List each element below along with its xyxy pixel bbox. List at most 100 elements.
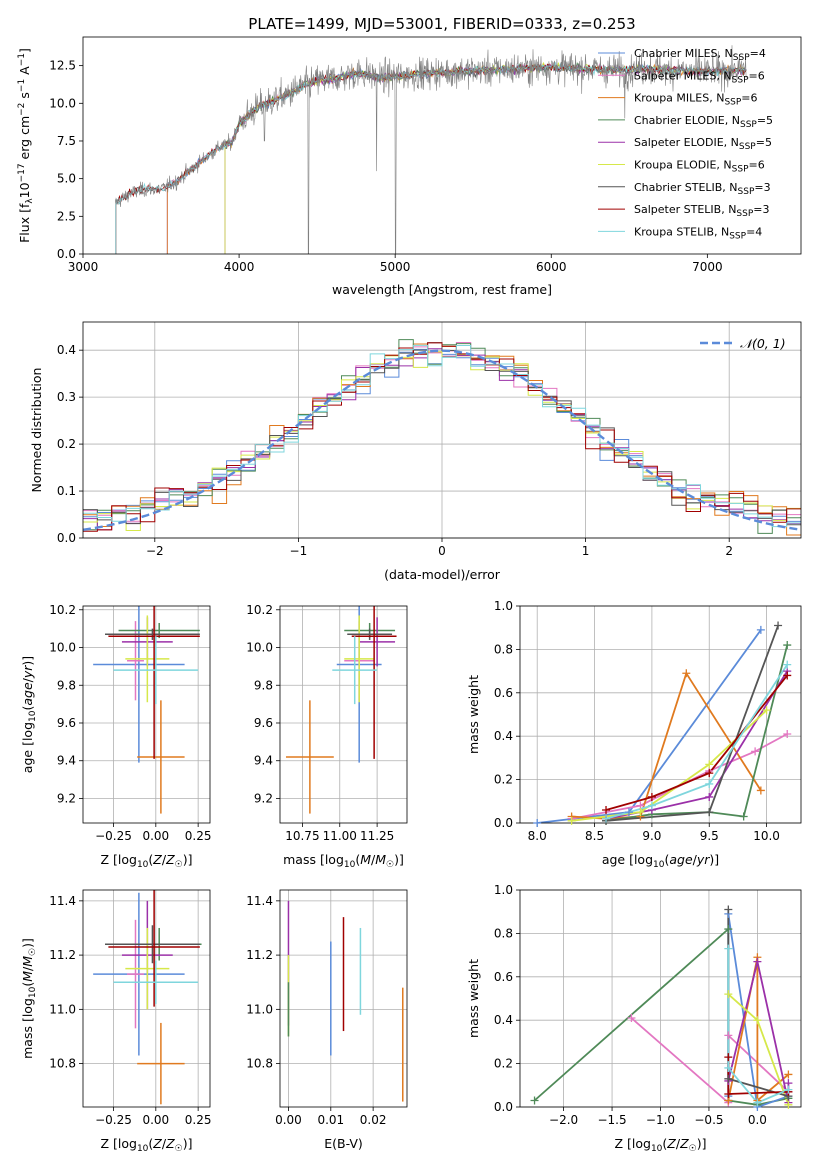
x-axis-label-part: Z bbox=[165, 1136, 175, 1151]
mass-weight-line bbox=[727, 957, 789, 1103]
data-point-marker bbox=[705, 760, 714, 769]
plot-area bbox=[537, 625, 789, 823]
plot-area bbox=[93, 890, 202, 1105]
y-tick-label: 10.0 bbox=[246, 641, 273, 655]
x-tick-label: 10.0 bbox=[753, 829, 780, 843]
x-axis-label-part: 10 bbox=[344, 860, 356, 870]
y-tick-label: 0.4 bbox=[57, 343, 76, 357]
x-axis-label: mass [log10​(M/M☉​)] bbox=[283, 852, 404, 870]
normal-distribution-curve bbox=[83, 349, 801, 531]
legend-label-part: Salpeter MILES, N bbox=[634, 69, 732, 82]
y-axis-label-part: −17 bbox=[17, 163, 27, 182]
x-tick-label: 0.02 bbox=[360, 1113, 387, 1127]
data-point-marker bbox=[624, 808, 633, 817]
y-tick-label: 5.0 bbox=[57, 172, 76, 186]
y-axis-label-part: 10 bbox=[17, 182, 32, 198]
data-point-marker bbox=[783, 671, 792, 680]
mass-weight-vs-age-panel: 8.0 8.5 9.0 9.5 10.0 0.0 0.2 0.4 0.6 0.8 1.0 age [l… bbox=[466, 599, 802, 870]
y-axis-label-part: ( bbox=[20, 982, 35, 987]
x-axis-label-part: M bbox=[375, 852, 386, 867]
data-point-marker bbox=[705, 808, 714, 817]
legend-label-part: Kroupa MILES, N bbox=[634, 92, 724, 105]
mass-vs-reddening-panel: 0.00 0.01 0.02 10.8 11.0 11.2 11.4 E(B-V) bbox=[246, 889, 408, 1151]
legend-label-part: =6 bbox=[749, 69, 765, 82]
x-axis-label-part: ( bbox=[148, 1136, 153, 1151]
y-tick-label: 10.0 bbox=[49, 96, 76, 110]
y-axis-label: mass [log10​(M/M☉​)] bbox=[20, 938, 38, 1059]
y-axis-label: mass weight bbox=[466, 675, 481, 754]
x-tick-label: 0.00 bbox=[142, 1113, 169, 1127]
x-axis-label-part: Z [log bbox=[100, 852, 136, 867]
data-point-marker bbox=[533, 819, 542, 827]
x-axis-label-part: ☉ bbox=[689, 1144, 697, 1154]
data-point-marker bbox=[724, 905, 733, 914]
x-axis-label: Z [log10​(Z/Z☉​)] bbox=[100, 1136, 192, 1154]
plot-area bbox=[533, 909, 790, 1107]
x-axis-label-part: )] bbox=[183, 852, 193, 867]
x-tick-label: −2.0 bbox=[549, 1113, 578, 1127]
y-tick-label: 0.6 bbox=[494, 970, 513, 984]
y-axis-label-part: λ bbox=[25, 198, 35, 204]
x-tick-label: 8.0 bbox=[528, 829, 547, 843]
x-axis-label: wavelength [Angstrom, rest frame] bbox=[332, 282, 552, 297]
plot-area bbox=[83, 339, 801, 536]
y-tick-label: 9.8 bbox=[57, 678, 76, 692]
y-tick-label: 9.4 bbox=[254, 754, 273, 768]
y-tick-label: 9.6 bbox=[57, 716, 76, 730]
y-axis-label-part: age [log bbox=[20, 722, 35, 773]
mass-weight-vs-metallicity-panel: −2.0 −1.5 −1.0 −0.5 0.0 0.0 0.2 0.4 0.6 0.8 1.0 Z [… bbox=[466, 883, 802, 1154]
legend-label: Salpeter STELIB, NSSP​=3 bbox=[634, 203, 770, 219]
figure-title: PLATE=1499, MJD=53001, FIBERID=0333, z=0… bbox=[248, 15, 635, 33]
legend-label-part: Salpeter ELODIE, N bbox=[634, 136, 739, 149]
x-tick-label: 0.01 bbox=[317, 1113, 344, 1127]
x-axis-label-part: Z bbox=[152, 1136, 162, 1151]
x-axis-label-part: yr bbox=[696, 852, 710, 867]
x-axis-label: Z [log10​(Z/Z☉​)] bbox=[614, 1136, 706, 1154]
x-axis-label-part: Z bbox=[165, 852, 175, 867]
y-tick-label: 0.4 bbox=[494, 1013, 513, 1027]
x-tick-label: 0.25 bbox=[185, 1113, 212, 1127]
data-point-marker bbox=[530, 1096, 539, 1105]
data-point-marker bbox=[783, 730, 792, 739]
data-point-marker bbox=[602, 814, 611, 823]
residuals-histogram-panel: −2 −1 0 1 2 0.0 0.1 0.2 0.3 0.4 (data-model)/error… bbox=[29, 321, 802, 582]
y-axis-label: mass weight bbox=[466, 959, 481, 1038]
y-tick-label: 0.6 bbox=[494, 686, 513, 700]
data-point-marker bbox=[784, 1070, 793, 1079]
y-axis-label-part: mass [log bbox=[20, 998, 35, 1059]
y-axis-label-part: 10 bbox=[28, 710, 38, 722]
mass-weight-line bbox=[571, 671, 762, 820]
y-tick-label: 11.2 bbox=[49, 948, 76, 962]
x-axis-label-part: / bbox=[371, 852, 376, 867]
y-tick-label: 0.4 bbox=[494, 729, 513, 743]
y-axis-label-part: )] bbox=[20, 938, 35, 948]
legend-label-part: =6 bbox=[741, 92, 757, 105]
x-axis-label-part: E(B-V) bbox=[324, 1136, 363, 1151]
x-axis-label-part: Z bbox=[666, 1136, 676, 1151]
data-point-marker bbox=[756, 625, 765, 634]
data-point-marker bbox=[762, 706, 771, 715]
data-point-marker bbox=[753, 957, 762, 966]
x-tick-label: 9.0 bbox=[642, 829, 661, 843]
x-tick-label: 10.75 bbox=[285, 829, 319, 843]
legend-label-part: SSP bbox=[740, 120, 757, 130]
legend-label: Chabrier STELIB, NSSP​=3 bbox=[634, 181, 771, 197]
y-axis-label-part: 10 bbox=[28, 986, 38, 998]
y-tick-label: 12.5 bbox=[49, 59, 76, 73]
x-axis-label-part: )] bbox=[697, 1136, 707, 1151]
y-axis-label-part: −1 bbox=[17, 79, 27, 92]
y-tick-label: 10.0 bbox=[49, 641, 76, 655]
mass-weight-line bbox=[605, 664, 788, 820]
age-vs-mass-panel: 10.75 11.00 11.25 9.2 9.4 9.6 9.8 10.0 10.2 mass … bbox=[246, 603, 408, 870]
y-axis-label: Normed distribution bbox=[29, 368, 44, 493]
x-axis-label-part: )] bbox=[394, 852, 404, 867]
x-tick-label: 8.5 bbox=[585, 829, 604, 843]
x-tick-label: 9.5 bbox=[700, 829, 719, 843]
legend-label-part: SSP bbox=[738, 187, 755, 197]
x-axis-label-part: / bbox=[162, 1136, 167, 1151]
x-tick-label: −1.5 bbox=[597, 1113, 626, 1127]
data-point-marker bbox=[567, 816, 576, 825]
x-axis-label-part: age bbox=[669, 852, 693, 867]
x-tick-label: 5000 bbox=[380, 260, 411, 274]
x-axis-label-part: ☉ bbox=[386, 860, 394, 870]
